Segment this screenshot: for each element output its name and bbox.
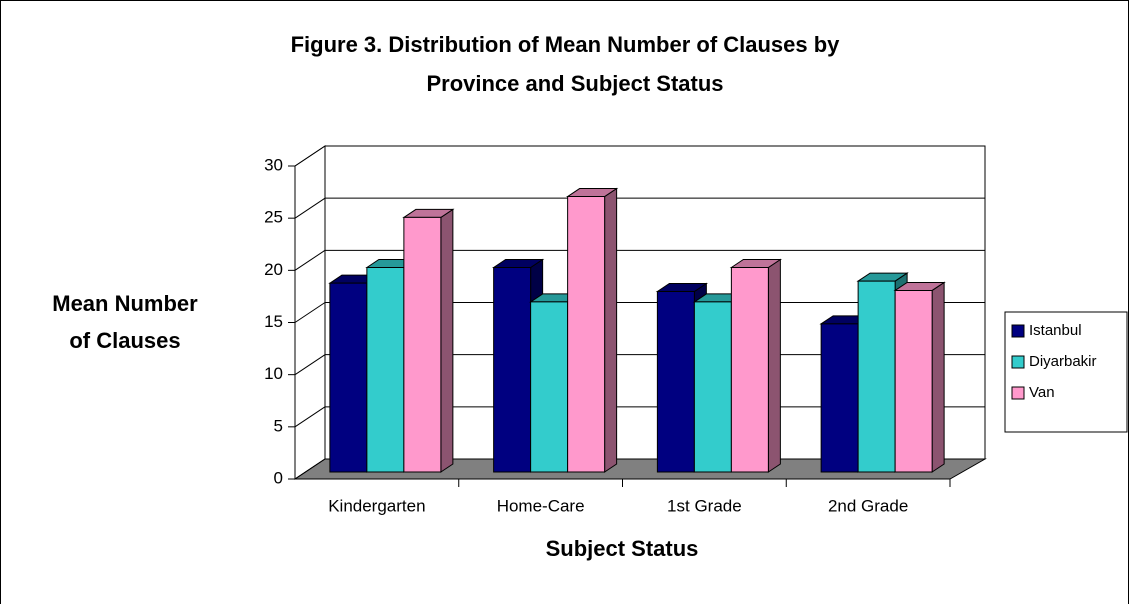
grid-line [294, 249, 326, 271]
bar-front [894, 289, 933, 473]
bar [893, 281, 946, 473]
bar [565, 187, 619, 473]
x-tick-label: Kindergarten [328, 496, 425, 515]
legend-swatch [1011, 386, 1025, 400]
legend-box [1004, 311, 1128, 433]
bar-front [530, 301, 569, 473]
grid-line [294, 458, 326, 480]
bar-side [931, 281, 945, 473]
bar-side [767, 258, 781, 473]
y-tick-label: 20 [264, 260, 283, 279]
bar-front [857, 280, 896, 473]
x-tick-label: 1st Grade [667, 496, 742, 515]
y-tick-label: 10 [264, 364, 283, 383]
bar-front [656, 291, 695, 473]
bar-side [440, 208, 454, 473]
bar-front [493, 267, 532, 473]
grid-line [294, 406, 326, 428]
legend-label: Istanbul [1029, 322, 1082, 339]
x-axis-label: Subject Status [546, 536, 699, 561]
grid-line [294, 197, 326, 219]
legend-label: Van [1029, 384, 1055, 401]
bar-front [366, 267, 405, 473]
chart-title: Province and Subject Status [426, 71, 723, 96]
legend-label: Diyarbakir [1029, 353, 1097, 370]
bar-front [329, 282, 368, 473]
legend-swatch [1011, 355, 1025, 369]
y-tick-label: 0 [274, 468, 283, 487]
x-tick-label: Home-Care [497, 496, 585, 515]
legend-swatch [1011, 324, 1025, 338]
y-tick-label: 25 [264, 208, 283, 227]
bar-front [693, 301, 732, 473]
grid-line [294, 302, 326, 323]
y-axis-label: of Clauses [69, 328, 180, 353]
y-tick-label: 30 [264, 155, 283, 174]
bar [402, 208, 455, 473]
bar-side [604, 187, 618, 473]
bar-front [730, 267, 769, 473]
bar-front [820, 323, 859, 473]
grid-line [294, 354, 326, 376]
bar-front [567, 196, 606, 473]
y-tick-label: 5 [274, 416, 283, 435]
y-axis-label: Mean Number [52, 291, 198, 316]
grid-line [294, 145, 326, 167]
chart-title: Figure 3. Distribution of Mean Number of… [291, 32, 841, 57]
bar [729, 258, 783, 473]
y-tick-label: 15 [264, 312, 283, 331]
bar-front [403, 216, 442, 473]
x-tick-label: 2nd Grade [828, 496, 908, 515]
